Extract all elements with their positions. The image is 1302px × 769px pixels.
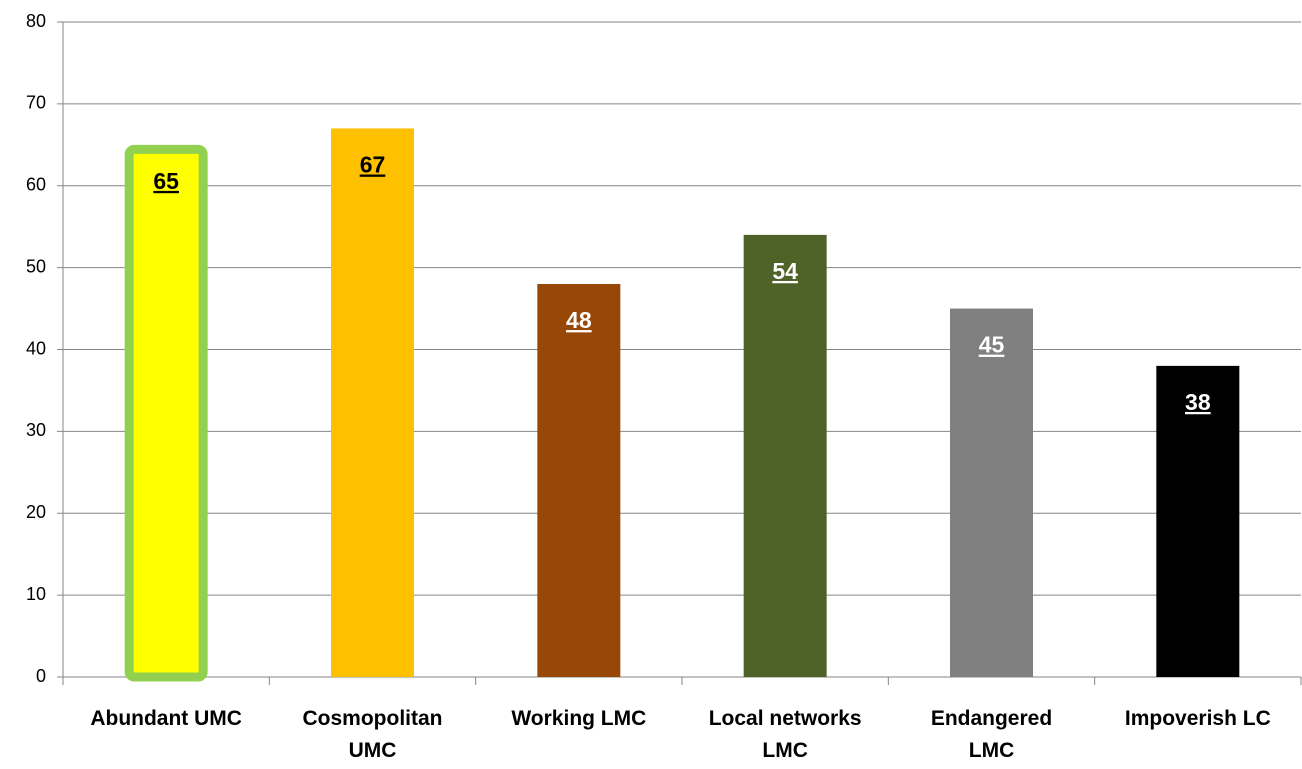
y-tick-label: 70 bbox=[26, 93, 46, 113]
x-tick-label: Local networks LMC bbox=[708, 707, 862, 762]
bar bbox=[1156, 365, 1240, 677]
bar bbox=[537, 284, 621, 677]
bar bbox=[743, 234, 827, 677]
bar bbox=[950, 308, 1033, 677]
value-label: 67 bbox=[360, 152, 386, 178]
y-tick-label: 60 bbox=[26, 175, 46, 195]
x-tick-label: Impoverish LC bbox=[1124, 707, 1271, 730]
bar bbox=[124, 144, 208, 682]
bar bbox=[331, 128, 414, 677]
y-tick-label: 20 bbox=[26, 502, 46, 522]
y-tick-label: 50 bbox=[26, 256, 46, 276]
x-tick-label: Working LMC bbox=[511, 707, 647, 730]
y-tick-label: 0 bbox=[36, 666, 46, 686]
y-tick-label: 40 bbox=[26, 338, 46, 358]
y-tick-label: 10 bbox=[26, 584, 46, 604]
value-label: 65 bbox=[153, 168, 179, 194]
x-tick-label: Abundant UMC bbox=[90, 707, 242, 730]
value-label: 45 bbox=[979, 332, 1005, 358]
x-tick-label: Endangered LMC bbox=[930, 707, 1053, 762]
y-tick-label: 80 bbox=[26, 11, 46, 31]
x-tick-label: Cosmopolitan UMC bbox=[302, 707, 443, 762]
y-tick-label: 30 bbox=[26, 420, 46, 440]
value-label: 38 bbox=[1185, 389, 1211, 415]
value-label: 48 bbox=[566, 307, 592, 333]
value-label: 54 bbox=[772, 258, 798, 284]
